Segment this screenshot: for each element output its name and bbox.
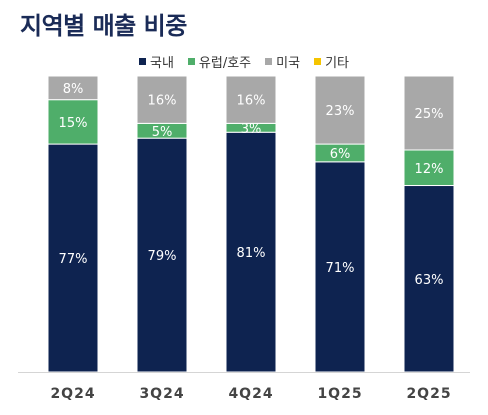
data-label: 6%: [330, 147, 351, 162]
bar-segment: [403, 149, 455, 187]
data-label: 15%: [59, 116, 88, 131]
bar-segment: [314, 75, 366, 145]
legend-item-domestic: 국내: [139, 52, 174, 71]
legend-swatch-other: [314, 57, 322, 65]
data-label: 71%: [326, 261, 355, 276]
bar-segment: [47, 99, 99, 145]
data-label: 63%: [415, 273, 444, 288]
data-label: 8%: [63, 82, 84, 97]
x-tick-label: 2Q25: [406, 386, 451, 402]
bar-segment: [314, 161, 366, 373]
legend-swatch-europe-australia: [187, 57, 195, 65]
legend-label-usa: 미국: [276, 55, 301, 71]
legend-item-europe-australia: 유럽/호주: [187, 52, 252, 71]
data-label: 79%: [148, 249, 177, 264]
data-label: 5%: [152, 125, 173, 140]
bar-segment: [47, 143, 99, 373]
x-tick-label: 3Q24: [139, 386, 184, 402]
data-label: 12%: [415, 162, 444, 177]
data-label: 16%: [148, 94, 177, 109]
bar-segment: [225, 131, 277, 373]
x-tick-label: 1Q25: [317, 386, 362, 402]
x-tick-label: 2Q24: [50, 386, 95, 402]
legend: 국내 유럽/호주 미국 기타: [0, 50, 488, 72]
x-tick-label: 4Q24: [228, 386, 273, 402]
bar-segment: [136, 75, 188, 124]
legend-item-other: 기타: [314, 52, 349, 71]
bar-segment: [136, 137, 188, 373]
legend-item-usa: 미국: [265, 52, 300, 71]
data-label: 16%: [237, 94, 266, 109]
bar-segment: [225, 75, 277, 124]
legend-swatch-usa: [265, 57, 273, 65]
chart-title: 지역별 매출 비중: [20, 12, 187, 40]
legend-label-other: 기타: [325, 55, 349, 71]
data-label: 25%: [415, 107, 444, 122]
data-label: 23%: [326, 104, 355, 119]
legend-label-europe-australia: 유럽/호주: [198, 55, 252, 71]
data-label: 81%: [237, 246, 266, 261]
data-label: 3%: [241, 122, 262, 137]
bar-segment: [403, 185, 455, 373]
bar-segment: [47, 75, 99, 101]
data-label: 77%: [59, 252, 88, 267]
legend-swatch-domestic: [139, 57, 146, 65]
legend-label-domestic: 국내: [150, 55, 174, 71]
bar-segment: [403, 75, 455, 151]
